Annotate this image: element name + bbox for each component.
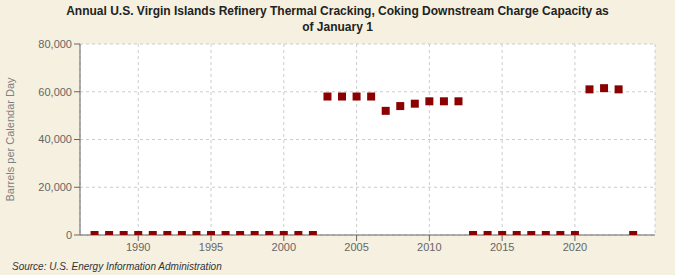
html-text:of January 1: of January 1	[302, 20, 373, 34]
svg-text:2000: 2000	[272, 241, 296, 253]
svg-text:60,000: 60,000	[38, 86, 72, 98]
svg-text:2020: 2020	[563, 241, 587, 253]
html-text:Source: U.S. Energy Informatio: Source: U.S. Energy Information Administ…	[12, 261, 222, 272]
html-text:Annual U.S. Virgin Islands Ref: Annual U.S. Virgin Islands Refinery Ther…	[66, 4, 609, 18]
svg-text:0: 0	[66, 229, 72, 241]
svg-text:40,000: 40,000	[38, 133, 72, 145]
svg-text:1995: 1995	[199, 241, 223, 253]
svg-text:2010: 2010	[417, 241, 441, 253]
svg-text:2005: 2005	[344, 241, 368, 253]
svg-text:80,000: 80,000	[38, 38, 72, 50]
svg-text:2015: 2015	[490, 241, 514, 253]
svg-text:1990: 1990	[126, 241, 150, 253]
svg-text:Barrels per Calendar Day: Barrels per Calendar Day	[8, 77, 16, 202]
svg-text:20,000: 20,000	[38, 181, 72, 193]
